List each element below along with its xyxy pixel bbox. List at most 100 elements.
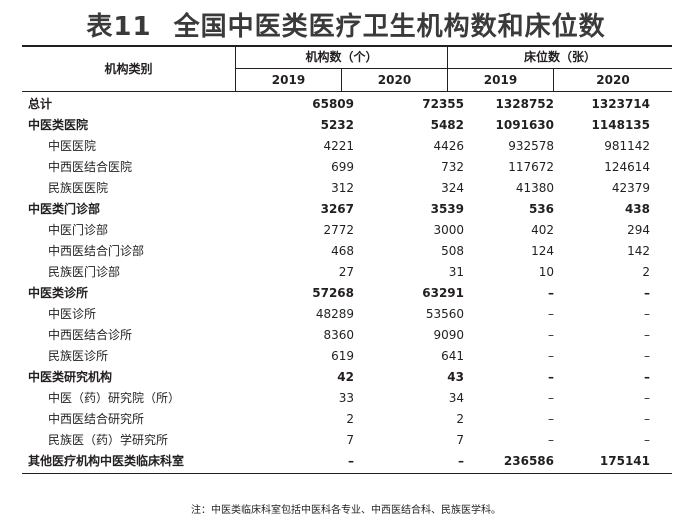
table-cell: 4221 [323, 139, 354, 153]
table-cell: 10 [538, 265, 554, 279]
table-cell: 3267 [320, 202, 354, 216]
table-row: 中西医结合诊所 8360 9090 – – [22, 325, 672, 346]
row-label: 中医类诊所 [28, 286, 89, 300]
table-row: 中医（药）研究院（所） 33 34 – – [22, 388, 672, 409]
row-label: 中医类研究机构 [28, 370, 113, 384]
table-cell: – [644, 412, 650, 426]
table-cell: 981142 [604, 139, 650, 153]
table-cell: 34 [448, 391, 464, 405]
table-cell: – [644, 286, 650, 300]
table-cell: 5482 [430, 118, 464, 132]
table-cell: 508 [441, 244, 464, 258]
table-row: 中医门诊部 2772 3000 402 294 [22, 220, 672, 241]
row-label: 中西医结合医院 [48, 160, 133, 174]
table-row: 民族医门诊部 27 31 10 2 [22, 262, 672, 283]
table-row: 民族医诊所 619 641 – – [22, 346, 672, 367]
table-cell: 294 [627, 223, 650, 237]
table-cell: 402 [531, 223, 554, 237]
table-cell: 65809 [312, 97, 354, 111]
table-cell: 236586 [503, 454, 554, 468]
table-row: 中西医结合医院 699 732 117672 124614 [22, 157, 672, 178]
table-cell: 124 [531, 244, 554, 258]
table-cell: 33 [338, 391, 354, 405]
table-cell: 7 [456, 433, 464, 447]
table-cell: 438 [624, 202, 650, 216]
table-row: 中医诊所 48289 53560 – – [22, 304, 672, 325]
table-cell: 72355 [422, 97, 464, 111]
table-row: 其他医疗机构中医类临床科室 – – 236586 175141 [22, 451, 672, 472]
institutions-header: 机构数（个） [305, 50, 378, 64]
table-cell: 2 [456, 412, 464, 426]
table-cell: – [644, 307, 650, 321]
row-label: 中西医结合门诊部 [48, 244, 145, 258]
table-cell: 2 [346, 412, 354, 426]
table-cell: 117672 [508, 160, 554, 174]
table-cell: 3000 [433, 223, 464, 237]
table-cell: 7 [346, 433, 354, 447]
table-cell: – [458, 454, 464, 468]
table-row: 中医类门诊部 3267 3539 536 438 [22, 199, 672, 220]
row-label: 中西医结合诊所 [48, 328, 133, 342]
table-cell: 2 [642, 265, 650, 279]
table-cell: 42379 [611, 181, 650, 195]
row-label: 民族医医院 [48, 181, 109, 195]
beds-header: 床位数（张） [523, 50, 596, 64]
year-header: 2020 [377, 73, 412, 87]
table-cell: – [644, 328, 650, 342]
table-row: 中医类医院 5232 5482 1091630 1148135 [22, 115, 672, 136]
table-number: 表11 [86, 12, 152, 42]
table-cell: – [548, 433, 554, 447]
header-rule [22, 91, 672, 92]
table-cell: 43 [447, 370, 464, 384]
table-cell: 31 [448, 265, 464, 279]
table-row: 中医类研究机构 42 43 – – [22, 367, 672, 388]
table-cell: 9090 [433, 328, 464, 342]
year-header: 2019 [483, 73, 518, 87]
table-row: 中西医结合研究所 2 2 – – [22, 409, 672, 430]
table-cell: 175141 [599, 454, 650, 468]
table-cell: 932578 [508, 139, 554, 153]
table-cell: 4426 [433, 139, 464, 153]
table-cell: 142 [627, 244, 650, 258]
table-cell: 699 [331, 160, 354, 174]
table-row: 民族医（药）学研究所 7 7 – – [22, 430, 672, 451]
header-subrule [236, 68, 672, 69]
table-note: 注：中医类临床科室包括中医科各专业、中西医结合科、民族医学科。 [191, 505, 501, 516]
row-label: 中医类医院 [28, 118, 89, 132]
row-label: 民族医诊所 [48, 349, 109, 363]
table-title: 表11 全国中医类医疗卫生机构数和床位数 [0, 6, 692, 43]
row-label: 中医类门诊部 [28, 202, 101, 216]
table-cell: 1091630 [495, 118, 554, 132]
table-cell: – [644, 349, 650, 363]
table-cell: – [644, 391, 650, 405]
category-header: 机构类别 [104, 62, 153, 76]
year-header: 2020 [596, 73, 630, 87]
table-cell: 1328752 [495, 97, 554, 111]
row-label: 民族医（药）学研究所 [48, 433, 169, 447]
table-cell: – [548, 307, 554, 321]
header-divider [553, 69, 554, 91]
table-cell: 63291 [422, 286, 464, 300]
table-cell: 312 [331, 181, 354, 195]
year-header: 2019 [271, 73, 306, 87]
table-cell: 536 [528, 202, 554, 216]
table-cell: 124614 [604, 160, 650, 174]
table-cell: 57268 [312, 286, 354, 300]
table-title-text: 全国中医类医疗卫生机构数和床位数 [173, 12, 606, 42]
table-cell: 732 [441, 160, 464, 174]
row-label: 中医诊所 [48, 307, 97, 321]
table-row: 中西医结合门诊部 468 508 124 142 [22, 241, 672, 262]
table-row: 中医类诊所 57268 63291 – – [22, 283, 672, 304]
row-label: 民族医门诊部 [48, 265, 121, 279]
table-cell: 48289 [315, 307, 354, 321]
table-cell: – [644, 433, 650, 447]
top-rule [22, 45, 672, 47]
table-cell: 324 [441, 181, 464, 195]
table-row: 总计 65809 72355 1328752 1323714 [22, 94, 672, 115]
table-cell: 8360 [323, 328, 354, 342]
table-cell: – [548, 286, 554, 300]
row-label: 中医门诊部 [48, 223, 109, 237]
row-label: 中医（药）研究院（所） [48, 391, 181, 405]
row-label: 中西医结合研究所 [48, 412, 145, 426]
